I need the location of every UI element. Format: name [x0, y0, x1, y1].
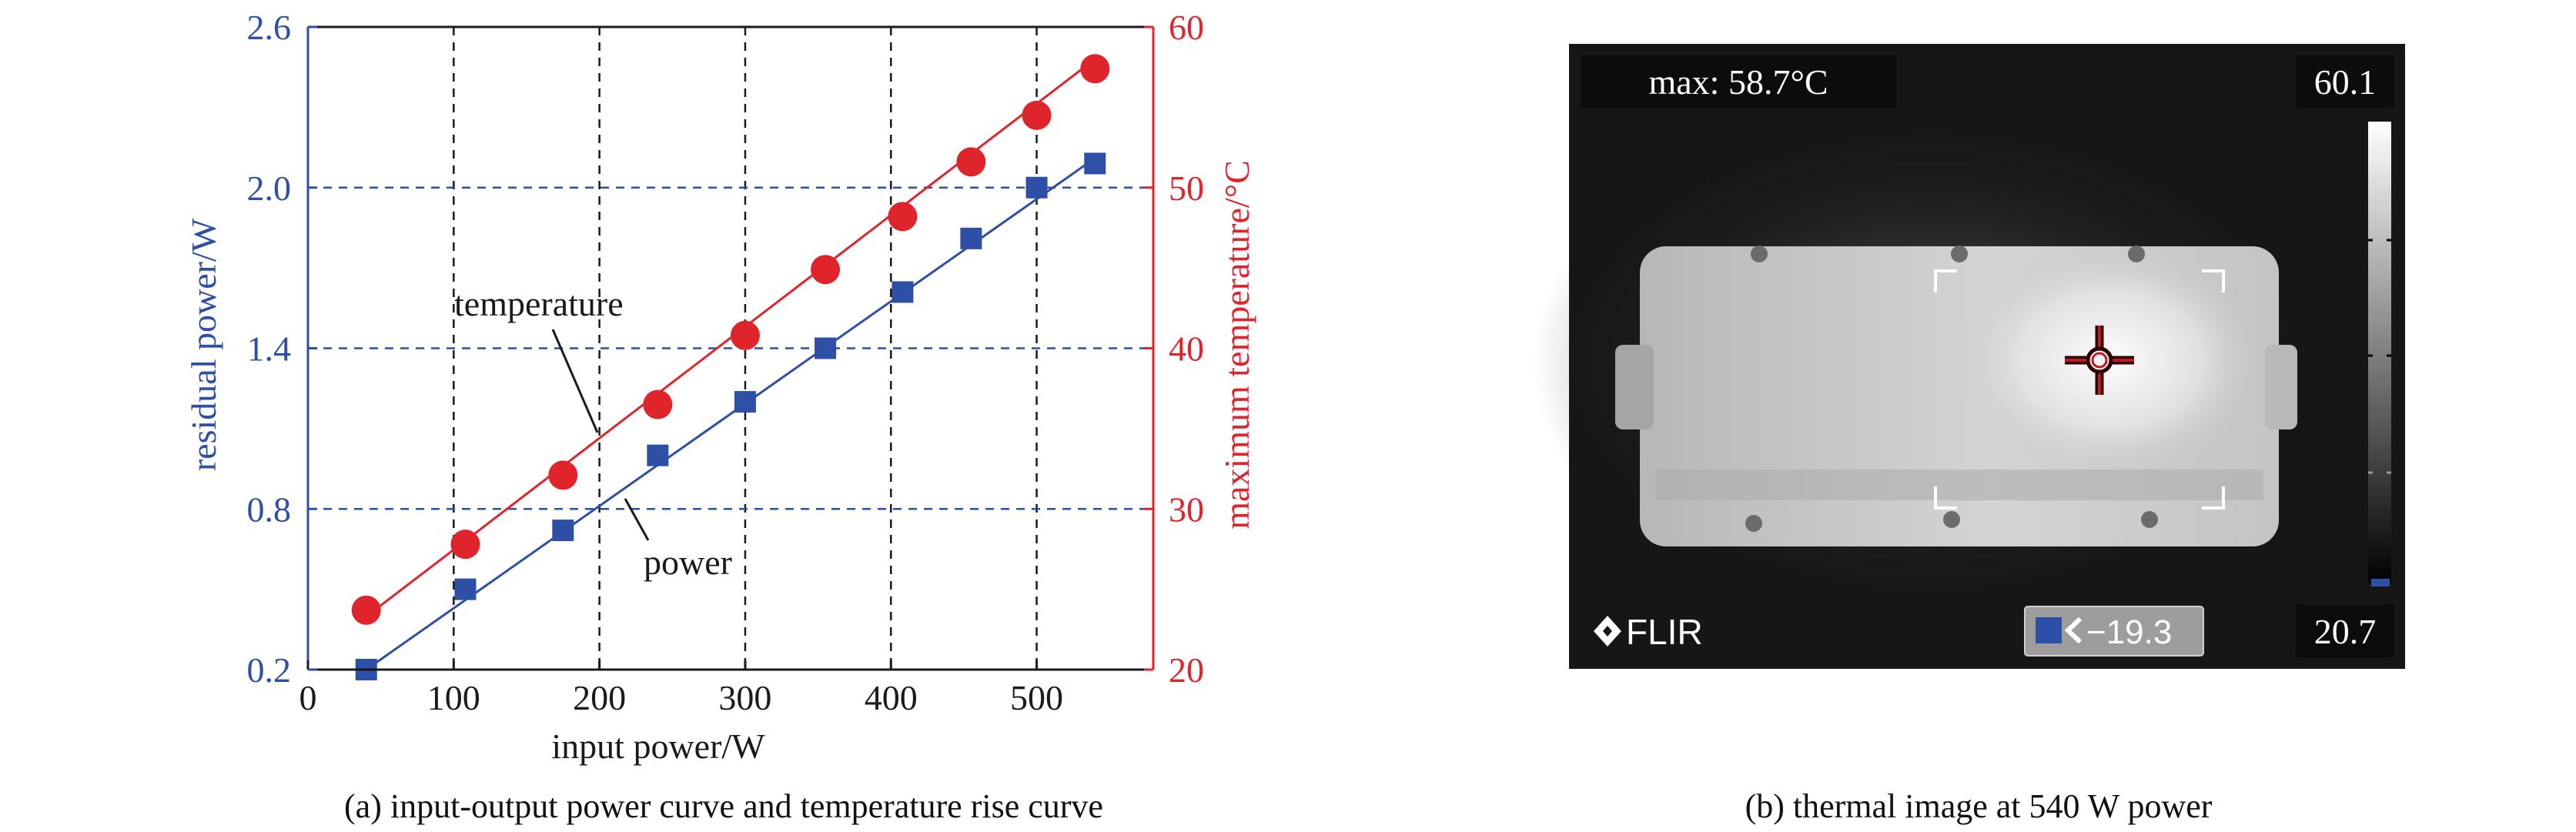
- left-tick-label: 2.6: [247, 8, 292, 47]
- bolt: [2128, 246, 2145, 262]
- power-marker: [815, 337, 837, 359]
- x-tick-label: 100: [427, 678, 480, 717]
- power-marker: [647, 444, 669, 466]
- bolt: [1751, 246, 1768, 262]
- temperature-marker: [450, 530, 480, 560]
- temperature-fit-line: [365, 58, 1096, 618]
- temperature-marker: [351, 595, 381, 625]
- right-tick-label: 20: [1169, 650, 1204, 690]
- spot-color-swatch: [2036, 617, 2062, 643]
- color-scale-ticks: [2368, 239, 2391, 357]
- temperature-marker: [811, 255, 841, 285]
- x-tick-label: 0: [299, 678, 317, 717]
- power-marker: [734, 391, 756, 413]
- device-lower-band: [1655, 469, 2263, 500]
- scale-max-box: [2296, 55, 2394, 108]
- right-axis-title: maximum temperature/°C: [1217, 160, 1256, 530]
- temperature-marker: [1080, 54, 1110, 84]
- tick-labels: 0 100 200 300 400 500 0.2 0.8 1.4 2.0 2.6 20 30 40 50 6…: [247, 8, 1205, 717]
- bolt: [1943, 511, 1960, 528]
- left-tick-label: 2.0: [247, 169, 292, 208]
- power-marker: [960, 227, 982, 249]
- data-markers: [351, 54, 1110, 680]
- power-annotation: power: [644, 543, 732, 582]
- spot-arrow-icon: [2064, 616, 2083, 644]
- grid-lines: [308, 27, 1153, 670]
- x-axis-title: input power/W: [551, 727, 765, 766]
- power-marker: [1025, 176, 1048, 199]
- caption-a: (a) input-output power curve and tempera…: [344, 787, 1103, 825]
- device-left-flange: [1615, 345, 1654, 429]
- crosshair-icon: [2065, 326, 2134, 395]
- x-tick-label: 300: [718, 678, 771, 717]
- caption-b: (b) thermal image at 540 W power: [1745, 787, 2213, 825]
- bolt: [1745, 515, 1762, 532]
- x-tick-label: 500: [1010, 678, 1063, 717]
- temperature-marker: [730, 320, 760, 350]
- flir-brand: FLIR: [1626, 612, 1703, 652]
- color-scale-bar: [2368, 122, 2391, 583]
- power-annotation-leader: [624, 498, 650, 541]
- plot-frame: [306, 25, 1155, 671]
- power-marker: [1084, 152, 1106, 175]
- left-axis-title: residual power/W: [184, 218, 223, 471]
- temperature-annotation-leader: [551, 329, 599, 433]
- power-marker: [454, 578, 477, 600]
- x-tick-label: 400: [865, 678, 918, 717]
- spot-reading-value: −19.3: [2086, 613, 2172, 651]
- right-tick-label: 40: [1169, 329, 1204, 369]
- temperature-marker: [643, 389, 673, 419]
- spot-reading-box: [2024, 606, 2204, 657]
- chart-panel-a: 0 100 200 300 400 500 0.2 0.8 1.4 2.0 2.6 20 30 40 50 6…: [184, 8, 1256, 825]
- scale-min-box: [2296, 605, 2394, 657]
- right-tick-label: 60: [1169, 8, 1204, 47]
- scale-min-value: 20.7: [2314, 612, 2377, 651]
- temperature-annotation: temperature: [454, 284, 624, 323]
- measurement-box-corners: [1934, 269, 2225, 510]
- power-marker: [552, 520, 574, 542]
- scale-max-value: 60.1: [2314, 62, 2377, 102]
- max-label-box: [1581, 55, 1896, 108]
- scale-marker: [2371, 579, 2390, 586]
- bolt: [2141, 511, 2158, 528]
- right-tick-label: 50: [1169, 169, 1204, 208]
- x-tick-label: 200: [573, 678, 626, 717]
- left-tick-label: 1.4: [247, 329, 292, 369]
- left-tick-label: 0.2: [247, 650, 292, 690]
- max-temperature-label: max: 58.7°C: [1648, 62, 1828, 102]
- temperature-marker: [548, 460, 578, 490]
- temperature-marker: [1022, 100, 1052, 130]
- device-right-flange: [2265, 345, 2297, 429]
- temperature-marker: [956, 147, 986, 177]
- power-marker: [892, 281, 914, 303]
- temperature-marker: [888, 202, 918, 232]
- bolt: [1951, 246, 1968, 262]
- right-tick-label: 30: [1169, 490, 1204, 529]
- thermal-image-panel: max: 58.7°C 60.1 20.7 FLIR −19.3 (b) the…: [1532, 44, 2405, 825]
- flir-logo-icon: [1594, 616, 1621, 647]
- left-tick-label: 0.8: [247, 490, 292, 529]
